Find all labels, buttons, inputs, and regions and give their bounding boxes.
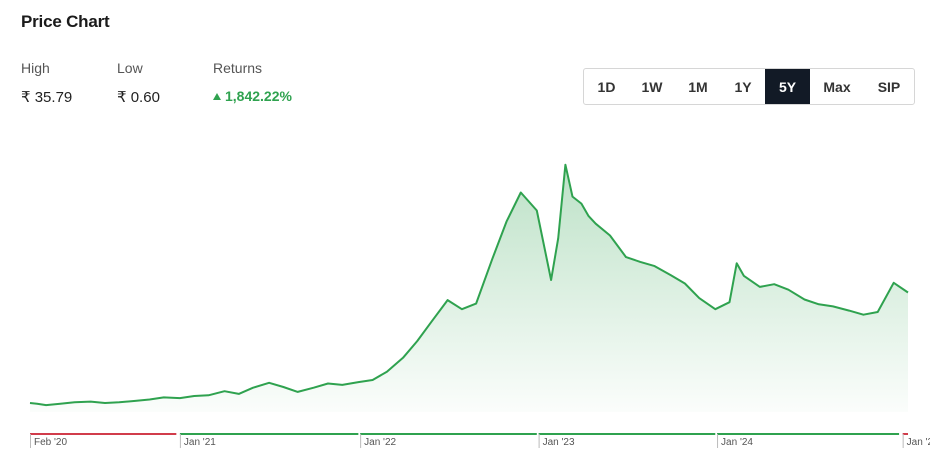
up-arrow-icon: [213, 93, 221, 100]
range-1y-button[interactable]: 1Y: [734, 78, 752, 95]
x-axis-label: Jan '25: [907, 437, 930, 448]
returns-label: Returns: [213, 60, 263, 76]
range-selector: 1D 1W 1M 1Y 5Y Max SIP: [583, 68, 915, 105]
returns-value-wrap: 1,842.22%: [213, 88, 292, 104]
x-axis-label: Jan '23: [543, 437, 575, 448]
price-line: [29, 163, 909, 407]
low-stat: Low ₹ 0.60: [117, 60, 160, 106]
range-1m-button[interactable]: 1M: [688, 78, 708, 95]
x-axis-label: Jan '24: [721, 437, 753, 448]
range-max-button[interactable]: Max: [823, 78, 851, 95]
page-title: Price Chart: [21, 12, 110, 31]
x-axis-label: Jan '21: [184, 437, 216, 448]
high-stat: High ₹ 35.79: [21, 60, 72, 106]
range-5y-button[interactable]: 5Y: [765, 69, 810, 104]
price-chart: Feb '20 Jan '21 Jan '22 Jan '23 Jan '24 Jan '…: [29, 163, 930, 448]
low-value: ₹ 0.60: [117, 89, 160, 106]
high-label: High: [21, 60, 50, 76]
range-1w-button[interactable]: 1W: [641, 78, 663, 95]
x-axis-label: Feb '20: [34, 437, 67, 448]
high-value: ₹ 35.79: [21, 89, 73, 106]
x-axis-label: Jan '22: [364, 437, 396, 448]
price-area-fill: [30, 164, 908, 412]
returns-value: 1,842.22%: [225, 88, 292, 104]
range-sip-button[interactable]: SIP: [877, 78, 901, 95]
range-1d-button[interactable]: 1D: [597, 78, 616, 95]
returns-stat: Returns 1,842.22%: [213, 60, 292, 104]
low-label: Low: [117, 60, 143, 76]
